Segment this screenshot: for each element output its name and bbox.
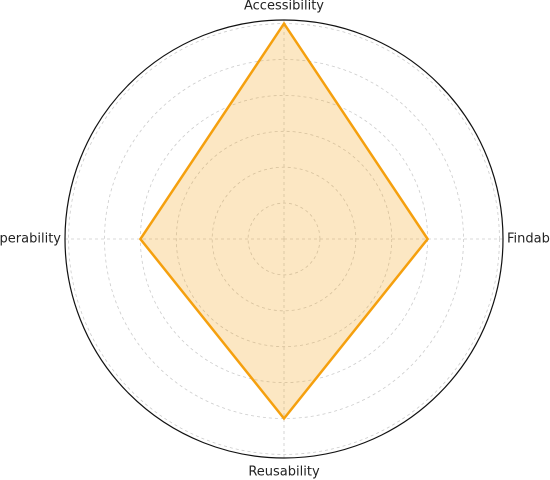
axis-label: Findability xyxy=(507,232,550,247)
radar-area xyxy=(138,21,430,421)
axis-label: Reusability xyxy=(248,465,320,480)
grid-ring xyxy=(175,130,393,348)
axis-label: Interoperability xyxy=(0,232,61,247)
axis-label: Accessibility xyxy=(244,0,324,14)
grid-ring xyxy=(211,166,357,312)
grid-ring xyxy=(247,202,321,276)
outer-frame xyxy=(64,19,504,459)
grid-ring xyxy=(104,59,464,419)
